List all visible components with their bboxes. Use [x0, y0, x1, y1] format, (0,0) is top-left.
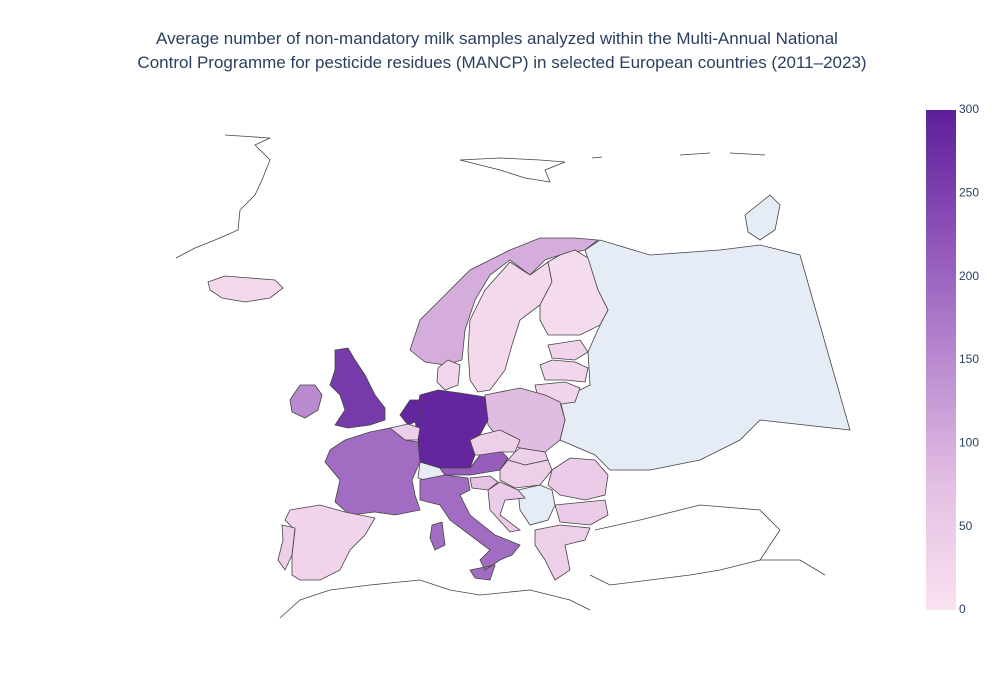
country [436, 359, 461, 391]
country [399, 399, 423, 426]
colorbar-tick-label: 0 [959, 602, 966, 616]
coastline [279, 504, 826, 619]
country [277, 524, 296, 571]
country [539, 249, 609, 336]
country [284, 504, 376, 581]
colorbar [926, 110, 956, 610]
country [329, 347, 386, 429]
no-data-region [559, 239, 851, 471]
country [289, 384, 323, 419]
colorbar-tick-label: 50 [959, 519, 973, 533]
chart-title: Average number of non-mandatory milk sam… [156, 29, 838, 48]
no-data-region [744, 194, 781, 241]
country [547, 457, 609, 501]
country [547, 339, 589, 361]
greenland-coast [175, 134, 766, 259]
chart-title: Control Programme for pesticide residues… [137, 53, 866, 72]
basemap [175, 134, 851, 619]
colorbar-tick-label: 250 [959, 186, 979, 200]
country [487, 481, 526, 533]
colorbar-tick-label: 100 [959, 436, 979, 450]
colorbar-tick-label: 200 [959, 269, 979, 283]
country [419, 474, 521, 581]
country [469, 475, 499, 491]
country [324, 427, 421, 516]
no-data-region [517, 484, 556, 526]
country [409, 237, 600, 366]
country [414, 389, 489, 469]
country [539, 359, 589, 383]
colorbar-tick-label: 150 [959, 352, 979, 366]
country [207, 275, 284, 303]
country [534, 524, 591, 581]
colorbar-tick-label: 300 [959, 102, 979, 116]
regions [207, 237, 609, 581]
country [554, 499, 609, 526]
